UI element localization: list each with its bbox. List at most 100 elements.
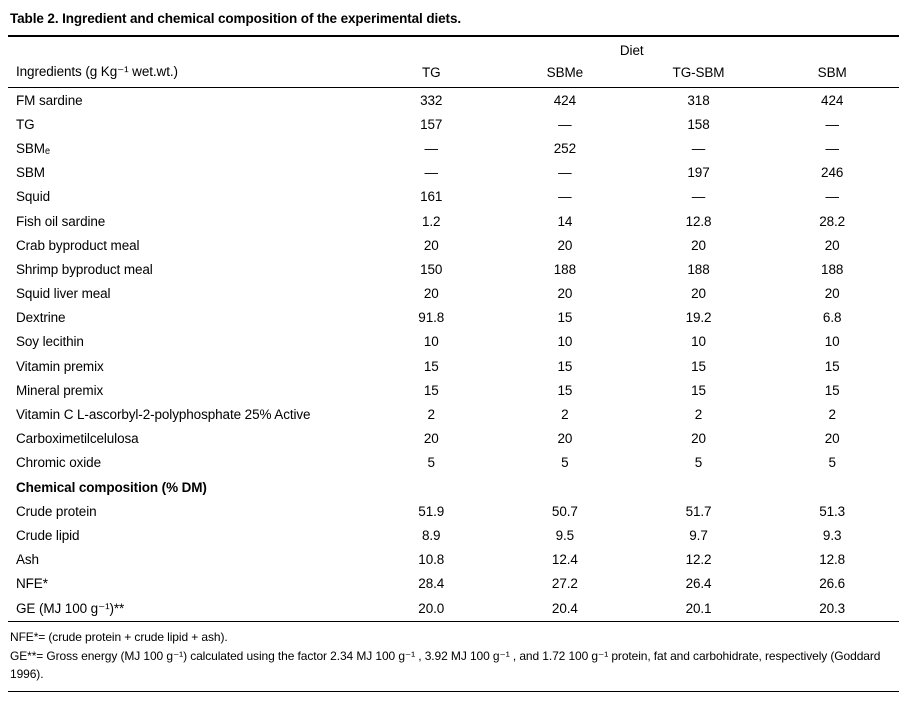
table-row: SBM — — 197 246 [8,161,899,185]
row-label: Shrimp byproduct meal [16,261,153,277]
table-row: Vitamin premix 15 15 15 15 [8,354,899,378]
table-row: Carboximetilcelulosa 20 20 20 20 [8,427,899,451]
cell-value: 20 [691,237,706,253]
column-header-tg-sbm: TG-SBM [631,60,766,88]
row-label: SBMₑ [16,140,50,156]
cell-value: 2 [694,407,703,423]
cell-value: 424 [553,92,576,108]
table-row: Dextrine 91.8 15 19.2 6.8 [8,306,899,330]
row-label: Soy lecithin [16,334,84,350]
table-body: FM sardine 332 424 318 424 TG 157 — 158 — SBMₑ — 2 5 2… [8,88,899,623]
cell-value: 9.5 [555,527,575,543]
cell-value: 20 [423,431,439,447]
cell-value: 12.4 [551,552,578,568]
cell-value: 50.7 [551,503,578,519]
column-header-ingredients: Ingredients (g Kg⁻¹ wet.wt.) [8,60,365,88]
cell-value: — [424,140,439,156]
cell-value: 20.3 [765,595,899,623]
row-label: Vitamin C L-ascorbyl-2-polyphosphate 25%… [16,407,311,423]
table-row: Squid 161 — — — [8,185,899,209]
row-label: Crab byproduct meal [16,237,140,253]
cell-value: — [825,116,839,132]
table-row: Chromic oxide 5 5 5 5 [8,451,899,475]
cell-value: 1.2 [421,213,441,229]
table-row: Crude protein 51.9 50.7 51.7 51.3 [8,499,899,523]
cell-value: 197 [687,165,710,181]
cell-value: 15 [423,382,439,398]
cell-value: 188 [687,261,710,277]
group-header-row: Diet [8,37,899,60]
table-row: Soy lecithin 10 10 10 10 [8,330,899,354]
cell-value: 26.4 [685,576,712,592]
table-row: Shrimp byproduct meal 150 188 188 188 [8,257,899,281]
cell-value: 20 [557,431,573,447]
cell-value: 20 [423,286,439,302]
table-caption: Table 2. Ingredient and chemical composi… [8,4,899,37]
cell-value: — [825,140,839,156]
cell-value: 2 [828,407,836,423]
row-label: SBM [16,165,45,181]
cell-value: 2 [427,407,436,423]
cell-value: 20 [557,237,573,253]
cell-value: 10 [691,334,706,350]
row-label: TG [16,116,35,132]
cell-value: 157 [420,116,443,132]
cell-value: 12.8 [685,213,712,229]
section-header-row: Chemical composition (% DM) [8,475,899,499]
row-label: GE (MJ 100 g⁻¹)** [8,595,365,623]
table-row: GE (MJ 100 g⁻¹)** 20.0 20.4 20.1 20.3 [8,595,899,623]
cell-value: 20 [691,286,706,302]
row-label: Ash [16,552,39,568]
cell-value: 158 [687,116,710,132]
row-label: Vitamin premix [16,358,104,374]
row-label: Squid liver meal [16,286,111,302]
cell-value: 15 [423,358,439,374]
cell-value: 20 [423,237,439,253]
cell-value: — [424,165,439,181]
cell-value: 188 [821,261,844,277]
cell-value: 28.2 [819,213,846,229]
cell-value: 5 [561,455,569,471]
row-label: FM sardine [16,92,83,108]
table-row: TG 157 — 158 — [8,112,899,136]
table-row: FM sardine 332 424 318 424 [8,88,899,113]
column-header-sbme: SBMe [498,60,632,88]
cell-value: 15 [557,310,573,326]
cell-value: 91.8 [418,310,445,326]
cell-value: — [558,189,572,205]
row-label: Crude protein [16,503,97,519]
column-header-row: Ingredients (g Kg⁻¹ wet.wt.) TG SBMe TG-… [8,60,899,88]
table-row: Crude lipid 8.9 9.5 9.7 9.3 [8,523,899,547]
diet-table: Diet Ingredients (g Kg⁻¹ wet.wt.) TG SBM… [8,37,899,623]
table-row: Mineral premix 15 15 15 15 [8,378,899,402]
cell-value: 26.6 [819,576,846,592]
cell-value: 9.7 [689,527,708,543]
cell-value: 12.2 [685,552,712,568]
cell-value: 5 [427,455,436,471]
cell-value: 15 [824,358,840,374]
cell-value: 20 [824,431,840,447]
row-label: Squid [16,189,51,205]
cell-value: 10 [557,334,573,350]
cell-value: 20.1 [631,595,766,623]
table-footnotes: NFE*= (crude protein + crude lipid + ash… [8,622,899,692]
row-label: NFE* [16,576,48,592]
cell-value: 15 [691,358,706,374]
footnote-ge: GE**= Gross energy (MJ 100 g⁻¹) calculat… [10,648,881,682]
cell-value: 20 [691,431,706,447]
cell-value: — [825,189,839,205]
table-row: Fish oil sardine 1.2 14 12.8 28.2 [8,209,899,233]
cell-value: 20 [824,237,840,253]
cell-value: 5 [828,455,836,471]
cell-value: 15 [557,358,573,374]
cell-value: — [691,189,706,205]
cell-value: 12.8 [819,552,846,568]
cell-value: 2 [561,407,569,423]
cell-value: — [691,140,706,156]
group-header-spacer [8,37,364,60]
cell-value: 51.7 [685,503,712,519]
cell-value: 28.4 [418,576,445,592]
cell-value: 150 [420,261,443,277]
cell-value: 20.4 [498,595,632,623]
row-label: Mineral premix [16,382,104,398]
